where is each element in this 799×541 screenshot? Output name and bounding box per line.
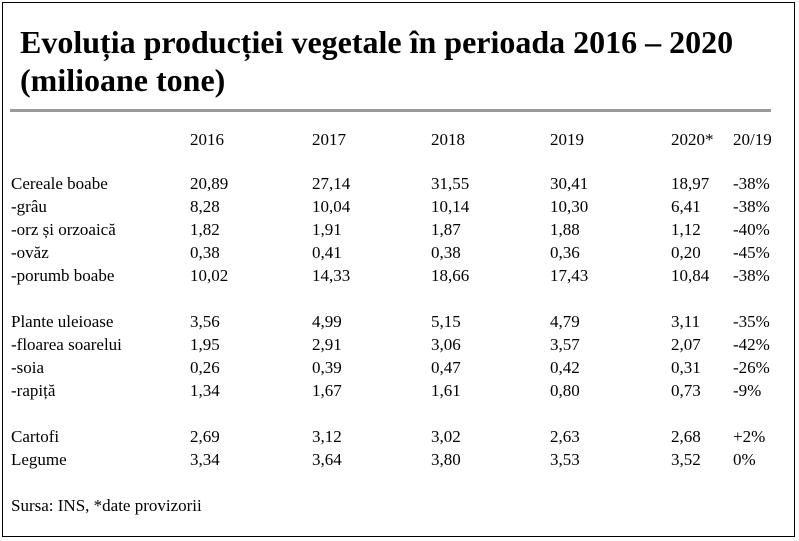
table-cell: 17,43 [550,266,589,285]
column-header: 2018 [431,130,465,149]
row-label: -floarea soarelui [11,335,122,354]
table-cell: 0% [733,450,756,469]
table-cell: 3,12 [312,427,342,446]
table-cell: 30,41 [550,174,589,193]
table-cell: +2% [733,427,766,446]
table-cell: 0,42 [550,358,580,377]
table-cell: 18,66 [431,266,470,285]
table-cell: 2,69 [190,427,220,446]
table-cell: 2,68 [671,427,701,446]
column-header: 2016 [190,130,224,149]
table-cell: 0,36 [550,243,580,262]
table-cell: 0,41 [312,243,342,262]
row-label: -grâu [11,197,47,216]
table-cell: 0,47 [431,358,461,377]
column-header: 2019 [550,130,584,149]
column-header: 20/19 [733,130,772,149]
table-cell: 1,95 [190,335,220,354]
column-header: 2017 [312,130,346,149]
table-cell: 2,91 [312,335,342,354]
table-cell: 2,63 [550,427,580,446]
table-cell: 10,02 [190,266,229,285]
table-cell: -26% [733,358,770,377]
row-label: -soia [11,358,45,377]
table-cell: 31,55 [431,174,470,193]
table-cell: -38% [733,266,770,285]
row-label: Plante uleioase [11,312,114,331]
table-cell: 3,53 [550,450,580,469]
table-row: Cereale boabe 20,89 27,14 31,55 30,41 18,97 -3… [3,173,799,195]
row-label: -ovăz [11,243,49,262]
table-row: -orz și orzoaică 1,82 1,91 1,87 1,88 1,12 -40% [3,219,799,241]
table-cell: 3,80 [431,450,461,469]
table-cell: -40% [733,220,770,239]
table-cell: 1,12 [671,220,701,239]
table-cell: 3,02 [431,427,461,446]
column-header: 2020* [671,130,714,149]
table-header-row: 2016 2017 2018 2019 2020* 20/19 [3,129,799,151]
row-label: -rapiță [11,381,56,400]
table-cell: 3,57 [550,335,580,354]
table-cell: 10,30 [550,197,589,216]
table-cell: 0,38 [431,243,461,262]
table-cell: 3,11 [671,312,701,331]
table-cell: 4,99 [312,312,342,331]
title-divider [10,109,771,112]
table-cell: 4,79 [550,312,580,331]
table-cell: 0,26 [190,358,220,377]
table-cell: 1,87 [431,220,461,239]
table-cell: -38% [733,197,770,216]
table-cell: 1,61 [431,381,461,400]
row-label: Legume [11,450,67,469]
table-cell: -35% [733,312,770,331]
row-label: -porumb boabe [11,266,115,285]
table-cell: 20,89 [190,174,229,193]
table-cell: 6,41 [671,197,701,216]
table-cell: 0,73 [671,381,701,400]
table-cell: 0,39 [312,358,342,377]
table-cell: 3,56 [190,312,220,331]
table-cell: -9% [733,381,762,400]
table-cell: -38% [733,174,770,193]
page-title: Evoluția producției vegetale în perioada… [20,24,734,98]
table-cell: 10,04 [312,197,351,216]
table-cell: 14,33 [312,266,351,285]
table-row: -porumb boabe 10,02 14,33 18,66 17,43 10,84 -3… [3,265,799,287]
table-row: -rapiță 1,34 1,67 1,61 0,80 0,73 -9% [3,380,799,402]
table-cell: -45% [733,243,770,262]
table-cell: 0,80 [550,381,580,400]
table-cell: 3,06 [431,335,461,354]
table-cell: 10,84 [671,266,710,285]
row-label: Cereale boabe [11,174,108,193]
table-cell: 3,64 [312,450,342,469]
row-label: -orz și orzoaică [11,220,116,239]
table-cell: 0,31 [671,358,701,377]
row-label: Cartofi [11,427,60,446]
table-row: Legume 3,34 3,64 3,80 3,53 3,52 0% [3,449,799,471]
source-note: Sursa: INS, *date provizorii [11,496,202,515]
table-row: -floarea soarelui 1,95 2,91 3,06 3,57 2,07 -42… [3,334,799,356]
table-cell: 8,28 [190,197,220,216]
table-row: -grâu 8,28 10,04 10,14 10,30 6,41 -38% [3,196,799,218]
table-cell: -42% [733,335,770,354]
table-row: Plante uleioase 3,56 4,99 5,15 4,79 3,11 -35% [3,311,799,333]
table-cell: 1,88 [550,220,580,239]
table-cell: 27,14 [312,174,351,193]
table-cell: 2,07 [671,335,701,354]
table-cell: 1,82 [190,220,220,239]
table-row: -soia 0,26 0,39 0,47 0,42 0,31 -26% [3,357,799,379]
table-cell: 18,97 [671,174,710,193]
table-row: -ovăz 0,38 0,41 0,38 0,36 0,20 -45% [3,242,799,264]
table-cell: 10,14 [431,197,470,216]
table-cell: 1,34 [190,381,220,400]
table-cell: 0,20 [671,243,701,262]
table-cell: 1,67 [312,381,342,400]
table-row: Cartofi 2,69 3,12 3,02 2,63 2,68 +2% [3,426,799,448]
table-cell: 5,15 [431,312,461,331]
table-cell: 0,38 [190,243,220,262]
table-cell: 3,34 [190,450,220,469]
table-cell: 1,91 [312,220,342,239]
table-cell: 3,52 [671,450,701,469]
